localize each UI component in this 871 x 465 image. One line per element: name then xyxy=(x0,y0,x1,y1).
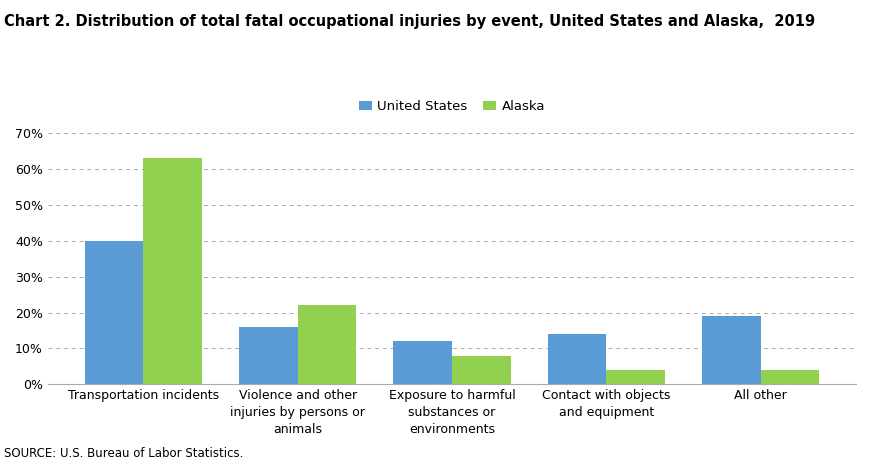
Bar xyxy=(239,327,298,384)
Bar xyxy=(760,370,820,384)
Bar xyxy=(606,370,665,384)
Bar xyxy=(84,241,143,384)
Text: SOURCE: U.S. Bureau of Labor Statistics.: SOURCE: U.S. Bureau of Labor Statistics. xyxy=(4,447,244,460)
Bar xyxy=(143,159,202,384)
Text: Chart 2. Distribution of total fatal occupational injuries by event, United Stat: Chart 2. Distribution of total fatal occ… xyxy=(4,14,815,29)
Bar xyxy=(394,341,452,384)
Bar xyxy=(298,306,356,384)
Bar xyxy=(452,356,510,384)
Bar xyxy=(548,334,606,384)
Legend: United States, Alaska: United States, Alaska xyxy=(354,95,550,118)
Bar xyxy=(702,316,760,384)
